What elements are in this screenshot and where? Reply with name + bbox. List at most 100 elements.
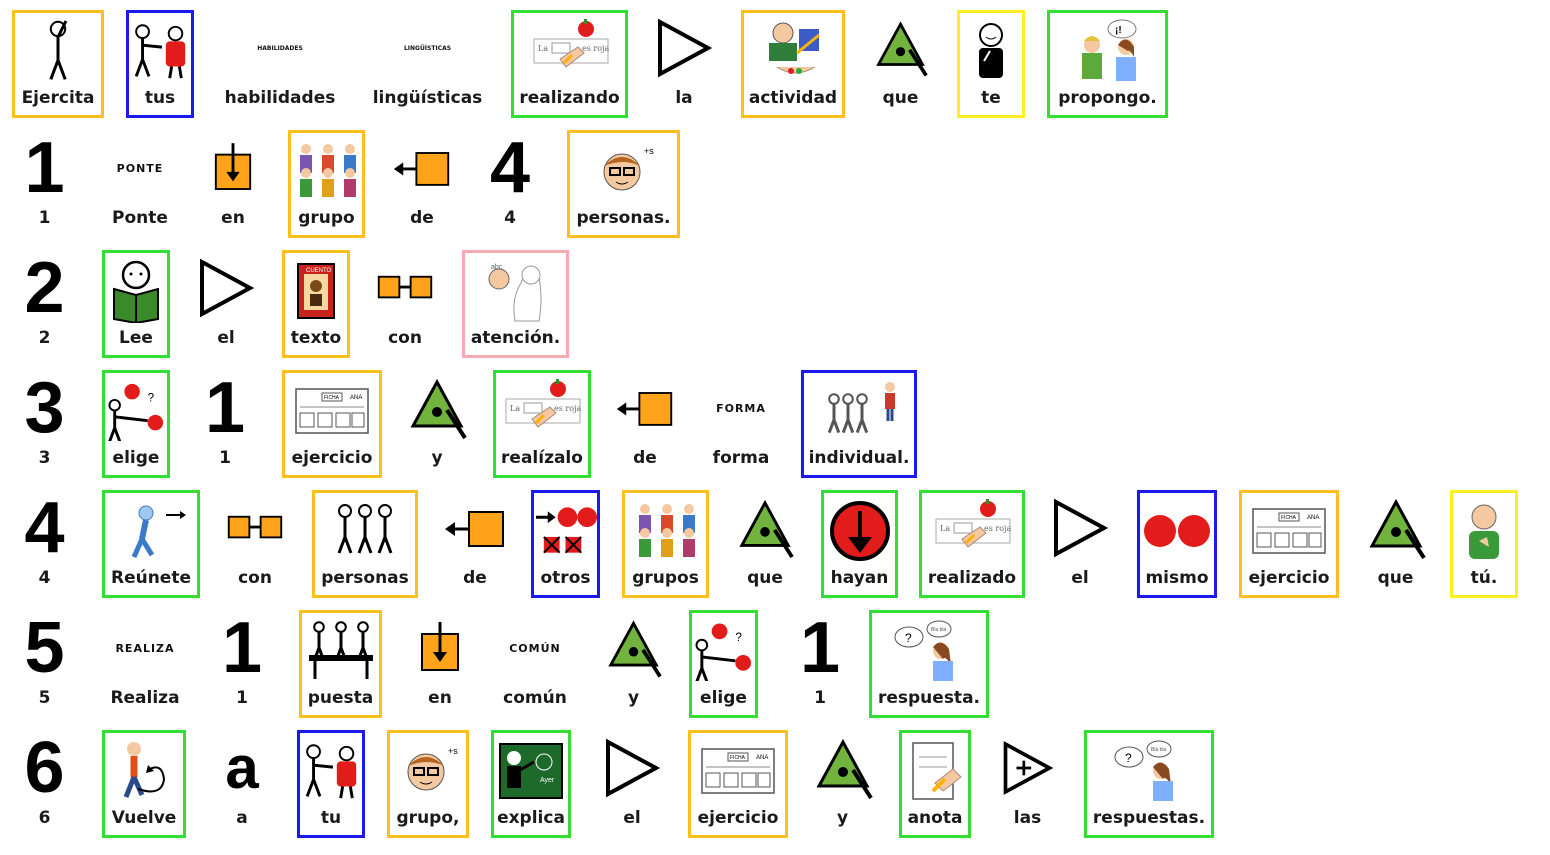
pictogram-word: +s grupo, [387,730,469,838]
word-label: 1 [219,448,231,468]
green-triangle-icon [810,732,875,804]
pictogram-word: el [1050,490,1110,598]
number-glyph-text: 6 [24,728,65,808]
number-glyph: 1 [195,372,255,444]
other-circles-icon [534,495,597,567]
word-label: te [981,88,1001,108]
word-label: realizado [927,568,1017,588]
green-triangle-icon [1363,492,1428,564]
book-cover-icon: CUENTO [285,255,347,327]
choose-balls-icon: ? [105,375,167,447]
pictogram-word: y [605,610,662,718]
sentence-row-3: 2 2 Lee el CUENTO texto con abc atención. [0,250,1550,370]
worksheet-icon: FICHA ANA [691,735,785,807]
word-label: individual. [808,448,910,468]
number-glyph: 6 [12,732,77,804]
pictogram-word: con [375,250,435,358]
svg-text:+s: +s [448,746,458,756]
pictogram-word: Reúnete [102,490,200,598]
sentence-row-6: 5 5 REALIZA Realiza 1 1 puesta en COMÚN común y? el… [0,610,1550,730]
word-label: realízalo [501,448,583,468]
pictogram-word: individual. [801,370,917,478]
number-glyph-text: 4 [24,488,65,568]
svg-text:Bla bla: Bla bla [931,627,947,633]
word-label: Reúnete [110,568,191,588]
pictogram-word: mismo [1137,490,1217,598]
svg-text:?: ? [148,391,155,404]
word-label: con [388,328,422,348]
svg-text:?: ? [905,631,912,645]
sentence-row-2: 1 1 PONTE Ponte en grupo de 4 4 +s personas. [0,130,1550,250]
svg-text:FICHA: FICHA [324,395,340,401]
word-label: que [1377,568,1414,588]
number-glyph: 3 [12,372,77,444]
pictogram-word: puesta [299,610,382,718]
comun-text-icon: COMÚN [495,612,575,684]
word-label: personas. [576,208,671,228]
word-label: personas [321,568,409,588]
green-triangle-icon [873,12,928,84]
green-triangle-icon [736,492,794,564]
sentence-row-7: 6 6 Vuelve a a tu +s grupo, Ayer explica el FICHA AN… [0,730,1550,850]
return-person-icon [105,735,183,807]
people-talking-idea-icon: ¡! [1050,15,1165,87]
triangle-outline-icon [654,12,714,84]
pictogram-word: Lee [102,250,170,358]
blackboard-teacher-icon: Ayer [494,735,568,807]
word-label: el [217,328,235,348]
word-label: atención. [470,328,561,348]
arrow-into-box-icon [212,132,254,204]
number-glyph-text: 5 [24,608,65,688]
walking-person-icon [105,495,197,567]
svg-text:FICHA: FICHA [1281,515,1297,521]
triangle-outline-icon [1050,492,1110,564]
ponte-text-icon: PONTE [105,132,175,204]
pictogram-word: y [407,370,467,478]
pictogram-word: de [440,490,510,598]
writing-on-paper-icon: La es roja [922,495,1022,567]
number-glyph: 4 [485,132,535,204]
worksheet-icon: FICHA ANA [285,375,379,447]
word-text-pictogram: HABILIDADES [257,44,303,52]
three-people-icon [315,495,415,567]
word-label: 4 [38,568,51,588]
linked-boxes-icon [225,492,285,564]
word-label: actividad [748,88,838,108]
sentence-row-5: 4 4 Reúnete con personas de otros grupos que haya… [0,490,1550,610]
word-label: las [1013,808,1042,828]
realiza-text-icon: REALIZA [105,612,185,684]
number-glyph: 2 [12,252,77,324]
word-label: ejercicio [291,448,373,468]
pictogram-word: La es roja realízalo [493,370,591,478]
word-label: en [428,688,452,708]
pictogram-word: actividad [741,10,845,118]
svg-text:ANA: ANA [350,395,362,401]
word-label: lingüísticas [372,88,483,108]
reading-book-icon [105,255,167,327]
word-label: que [747,568,783,588]
individual-person-icon [804,375,914,447]
writing-on-paper-icon: La es roja [514,15,625,87]
word-label: mismo [1145,568,1209,588]
green-triangle-icon [407,372,467,444]
word-label: y [627,688,640,708]
number-glyph: 4 [12,492,77,564]
pictogram-word: en [212,130,254,238]
svg-text:Bla bla: Bla bla [1151,747,1167,753]
word-label: tus [144,88,176,108]
forma-text-icon: FORMA [705,372,777,444]
pictogram-word: y [810,730,875,838]
pictogram-word: en [410,610,470,718]
word-label: 4 [504,208,516,228]
word-label: tú. [1470,568,1498,588]
pictogram-word: LINGÜÍSTICAS lingüísticas [370,10,485,118]
pictogram-word: La es roja realizando [511,10,628,118]
svg-text:CUENTO: CUENTO [306,268,332,274]
pictogram-word: te [957,10,1025,118]
svg-text:FICHA: FICHA [730,755,746,761]
